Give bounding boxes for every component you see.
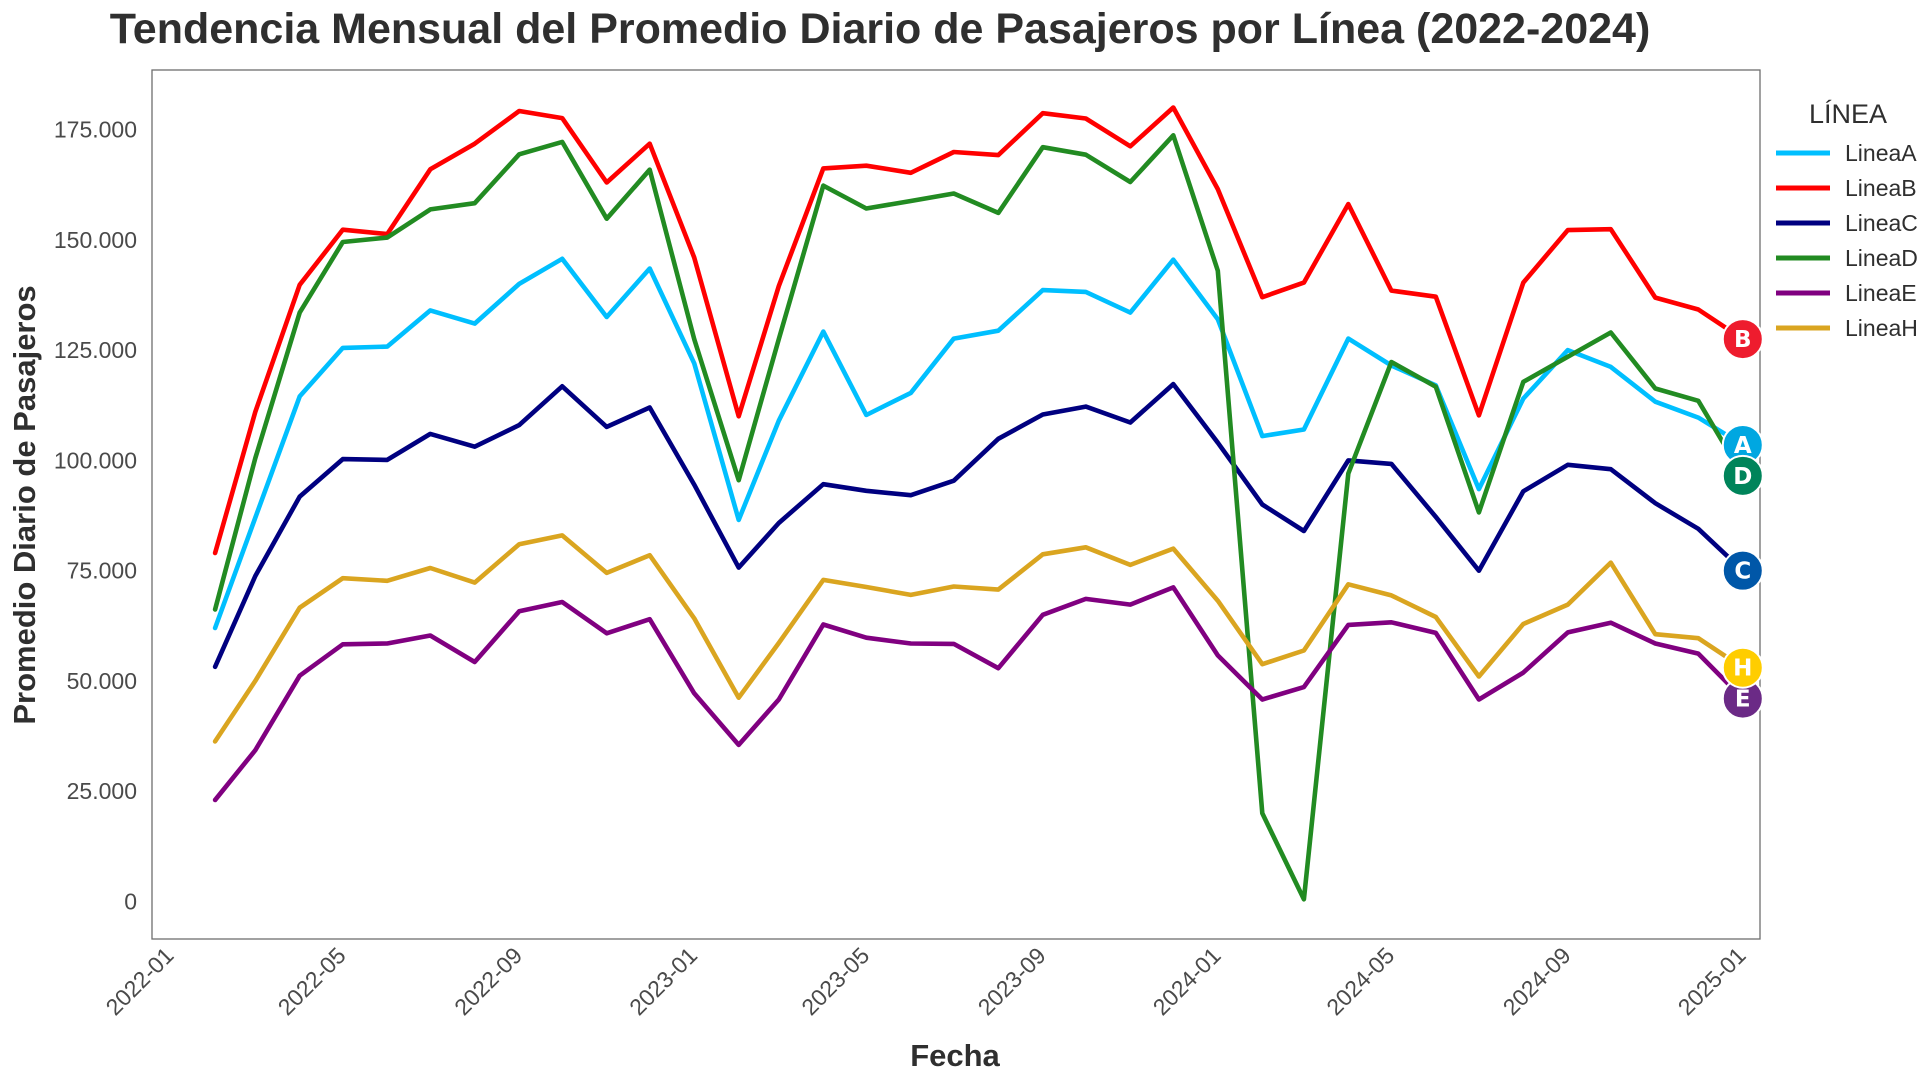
series-line-lineaa bbox=[212, 256, 1746, 631]
y-tick-label: 75.000 bbox=[67, 558, 137, 584]
y-tick-label: 175.000 bbox=[54, 117, 137, 143]
legend-item-lineac: LineaC bbox=[1776, 210, 1918, 236]
y-tick-label: 0 bbox=[124, 889, 137, 915]
line-badge-e: E bbox=[1721, 677, 1764, 720]
x-tick-label: 2022-05 bbox=[273, 942, 351, 1020]
x-tick-label: 2023-05 bbox=[796, 942, 874, 1020]
legend-title: LÍNEA bbox=[1809, 99, 1887, 129]
series-line-lineah bbox=[212, 533, 1746, 744]
y-axis-label: Promedio Diario de Pasajeros bbox=[7, 285, 42, 724]
legend-item-lineah: LineaH bbox=[1776, 315, 1918, 341]
svg-text:LineaD: LineaD bbox=[1845, 245, 1918, 271]
series-lines bbox=[212, 105, 1746, 902]
svg-text:A: A bbox=[1734, 433, 1752, 459]
y-tick-label: 150.000 bbox=[54, 227, 137, 253]
y-tick-label: 50.000 bbox=[67, 668, 137, 694]
y-axis-ticks: 0 25.000 50.000 75.000 100.000 125.000 150.000… bbox=[54, 117, 137, 915]
svg-text:LineaH: LineaH bbox=[1845, 315, 1918, 341]
x-tick-label: 2024-01 bbox=[1148, 942, 1226, 1020]
series-line-linead bbox=[212, 133, 1746, 902]
series-line-lineac bbox=[212, 381, 1746, 670]
x-tick-label: 2024-05 bbox=[1321, 942, 1399, 1020]
x-tick-label: 2022-09 bbox=[449, 942, 527, 1020]
y-tick-label: 25.000 bbox=[67, 778, 137, 804]
series-line-lineae bbox=[212, 585, 1746, 803]
series-line-lineab bbox=[212, 105, 1746, 556]
x-tick-label: 2025-01 bbox=[1673, 942, 1751, 1020]
x-tick-label: 2024-09 bbox=[1498, 942, 1576, 1020]
legend-item-lineaa: LineaA bbox=[1776, 140, 1917, 166]
y-tick-label: 100.000 bbox=[54, 447, 137, 473]
svg-text:D: D bbox=[1733, 464, 1752, 490]
line-badge-c: C bbox=[1721, 549, 1764, 592]
plot-area-frame bbox=[151, 69, 1761, 940]
x-axis-ticks: 2022-01 2022-05 2022-09 2023-01 2023-05 2023-… bbox=[101, 942, 1751, 1020]
svg-text:LineaB: LineaB bbox=[1845, 175, 1917, 201]
legend: LÍNEA LineaA LineaB LineaC LineaD LineaE Line… bbox=[1776, 99, 1918, 341]
legend-item-lineae: LineaE bbox=[1776, 280, 1917, 306]
x-tick-label: 2023-09 bbox=[973, 942, 1051, 1020]
svg-text:H: H bbox=[1733, 656, 1752, 682]
svg-text:LineaC: LineaC bbox=[1845, 210, 1918, 236]
y-tick-label: 125.000 bbox=[54, 337, 137, 363]
chart-title: Tendencia Mensual del Promedio Diario de… bbox=[110, 5, 1651, 53]
legend-item-lineab: LineaB bbox=[1776, 175, 1917, 201]
line-badge-h: H bbox=[1721, 646, 1764, 689]
svg-text:B: B bbox=[1734, 327, 1752, 353]
x-axis-label: Fecha bbox=[910, 1038, 1000, 1073]
svg-text:LineaA: LineaA bbox=[1845, 140, 1917, 166]
series-end-badges: A B C D EH bbox=[1721, 318, 1764, 720]
legend-item-linead: LineaD bbox=[1776, 245, 1918, 271]
line-badge-b: B bbox=[1721, 318, 1764, 361]
line-badge-d: D bbox=[1721, 454, 1764, 497]
x-tick-label: 2022-01 bbox=[101, 942, 179, 1020]
x-tick-label: 2023-01 bbox=[624, 942, 702, 1020]
svg-text:E: E bbox=[1735, 687, 1751, 713]
svg-text:LineaE: LineaE bbox=[1845, 280, 1917, 306]
svg-text:C: C bbox=[1734, 559, 1751, 585]
line-badge-a: A bbox=[1721, 423, 1764, 466]
